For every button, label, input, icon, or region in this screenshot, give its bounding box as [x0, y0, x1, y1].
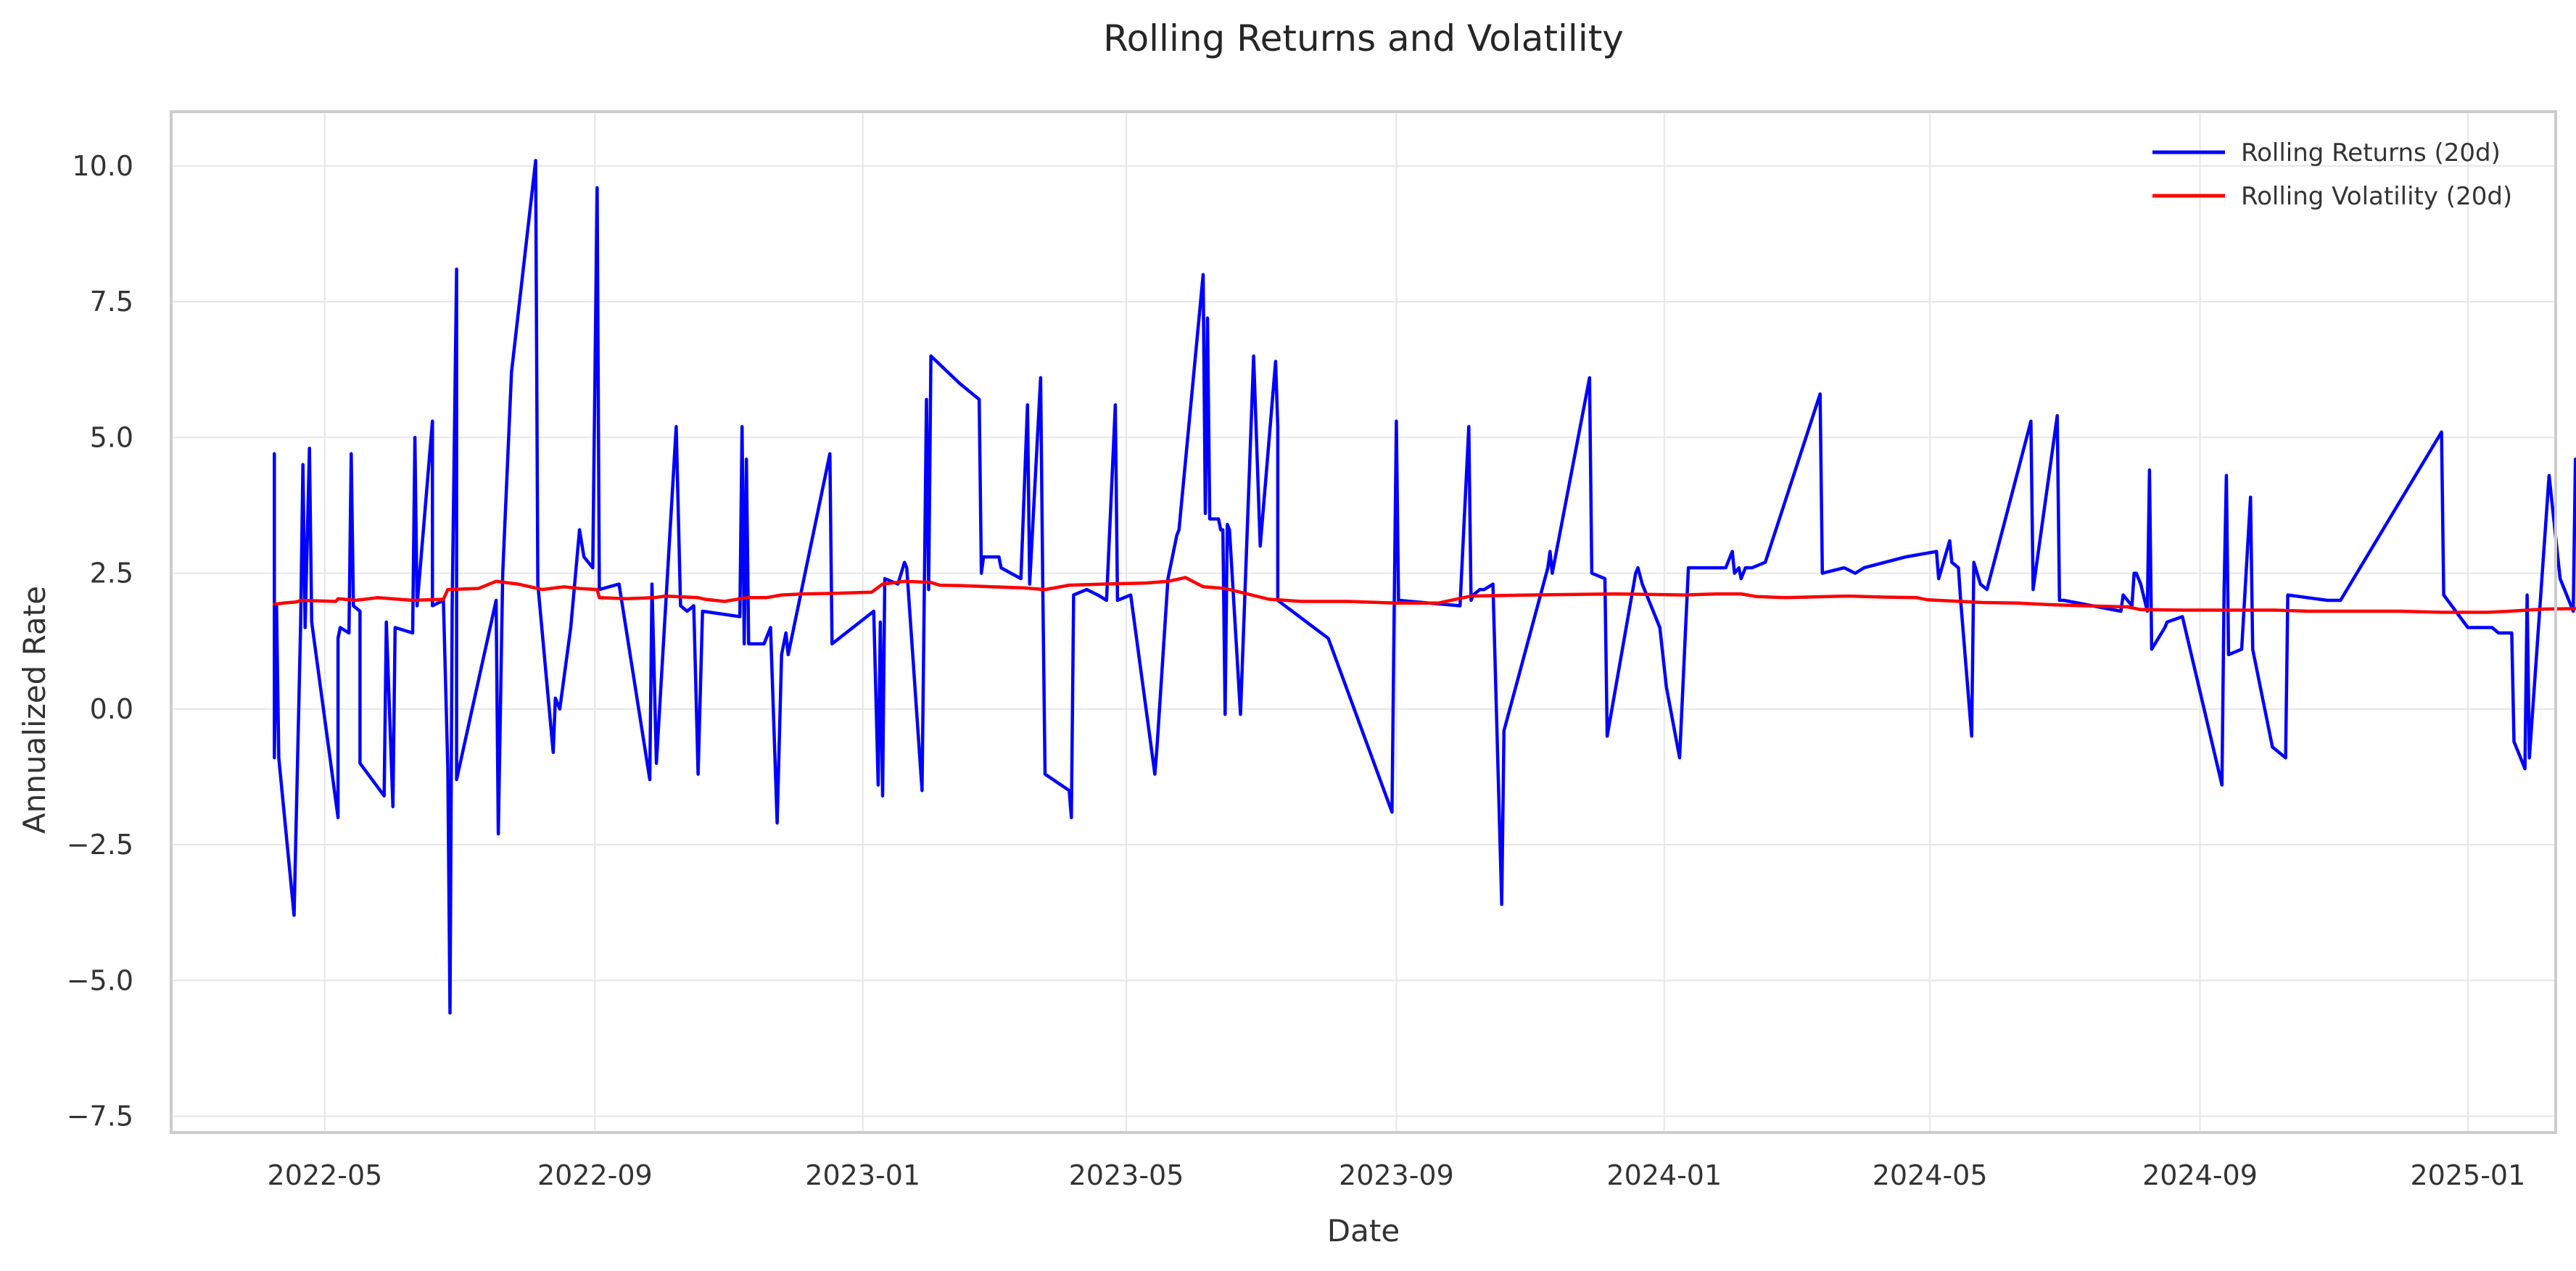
chart-title: Rolling Returns and Volatility: [1103, 17, 1624, 59]
legend: Rolling Returns (20d) Rolling Volatility …: [2152, 138, 2512, 211]
legend-label: Rolling Returns (20d): [2241, 138, 2501, 167]
y-tick-label: 2.5: [90, 558, 133, 589]
x-tick-label: 2022-05: [268, 1159, 383, 1191]
plot-background: [171, 112, 2556, 1133]
plot-area: [170, 110, 2576, 1134]
y-tick-label: 7.5: [90, 286, 133, 318]
x-axis-ticks: 2022-05 2022-09 2023-01 2023-05 2023-09 2024-…: [268, 1159, 2526, 1191]
x-tick-label: 2024-05: [1873, 1159, 1988, 1191]
y-tick-label: −2.5: [67, 829, 133, 861]
series-line-rolling-returns: [273, 159, 2576, 1015]
x-tick-label: 2024-01: [1606, 1159, 1722, 1191]
x-tick-label: 2023-09: [1339, 1159, 1454, 1191]
y-tick-label: 0.0: [90, 693, 133, 725]
x-tick-label: 2025-01: [2411, 1159, 2526, 1191]
x-axis-label: Date: [1327, 1213, 1400, 1249]
x-tick-label: 2023-05: [1069, 1159, 1184, 1191]
y-tick-label: 10.0: [72, 150, 133, 182]
grid-lines: [171, 112, 2556, 1133]
y-axis-ticks: 10.0 7.5 5.0 2.5 0.0 −2.5 −5.0 −7.5: [67, 150, 133, 1133]
y-tick-label: 5.0: [90, 421, 133, 453]
y-axis-label: Annualized Rate: [17, 586, 52, 834]
legend-label: Rolling Volatility (20d): [2241, 182, 2512, 211]
series-layer: [273, 159, 2576, 1015]
series-line-rolling-volatility: [273, 576, 2576, 614]
y-tick-label: −7.5: [67, 1101, 133, 1133]
x-tick-label: 2024-09: [2142, 1159, 2258, 1191]
x-tick-label: 2023-01: [805, 1159, 920, 1191]
x-tick-label: 2022-09: [537, 1159, 653, 1191]
plot-frame: [170, 110, 2557, 1134]
y-tick-label: −5.0: [67, 964, 133, 996]
